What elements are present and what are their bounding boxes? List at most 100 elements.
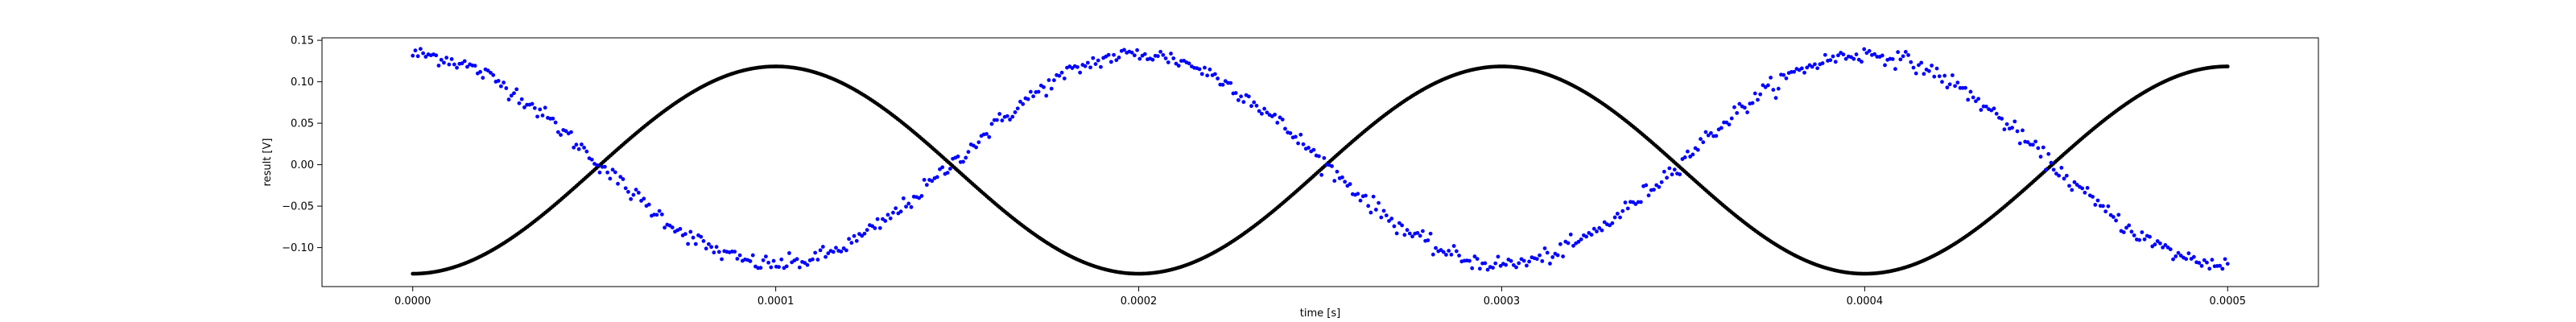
data-point [1316, 154, 1321, 159]
data-point [553, 120, 558, 125]
data-point [621, 177, 625, 181]
data-point [2148, 234, 2152, 239]
data-point [1862, 47, 1867, 52]
data-point [974, 145, 979, 150]
data-point [2174, 254, 2178, 258]
data-point [766, 260, 771, 265]
data-point [1418, 233, 1422, 238]
data-point [2137, 237, 2142, 242]
data-point [1540, 258, 1545, 263]
data-point [582, 146, 586, 150]
data-point [1260, 111, 1264, 116]
data-point [1898, 57, 1903, 62]
data-point [862, 231, 867, 236]
data-point [686, 242, 691, 246]
data-point [1657, 184, 1662, 189]
data-point [2163, 243, 2168, 247]
data-point [2197, 261, 2202, 265]
data-point [1841, 52, 1846, 57]
data-point [1311, 147, 1316, 152]
data-point [1042, 85, 1046, 89]
data-point [1727, 122, 1732, 127]
data-point [2121, 230, 2126, 234]
data-point [1075, 64, 1080, 69]
data-point [763, 254, 768, 259]
data-point [2010, 126, 2014, 130]
data-point [1434, 246, 1438, 250]
data-point [873, 226, 877, 230]
data-point [564, 129, 568, 134]
data-point [1568, 232, 1573, 237]
data-point [2025, 140, 2030, 144]
data-point [997, 112, 1002, 116]
data-point [1555, 253, 1560, 258]
data-point [2191, 254, 2196, 259]
data-point [2057, 173, 2062, 178]
data-point [966, 150, 971, 155]
data-point [1298, 132, 1303, 137]
data-point [1805, 65, 1810, 70]
data-point [834, 246, 838, 250]
data-point [634, 188, 638, 192]
data-point [629, 196, 634, 201]
data-point [1108, 60, 1113, 64]
data-point [1893, 67, 1897, 72]
data-point [1348, 182, 1352, 187]
data-point [2046, 151, 2051, 156]
data-point [1678, 172, 1682, 177]
data-point [1099, 64, 1103, 69]
data-point [748, 259, 753, 263]
data-point [1566, 241, 1571, 246]
data-point [498, 84, 503, 89]
data-point [551, 116, 555, 121]
data-point [2220, 266, 2225, 271]
data-point [439, 57, 444, 62]
data-point [1776, 86, 1781, 91]
data-point [1750, 101, 1755, 105]
data-point [1026, 97, 1030, 101]
data-point [894, 206, 898, 211]
data-point [1402, 233, 1407, 237]
y-tick-label: 0.05 [291, 118, 314, 130]
data-point [1307, 146, 1311, 150]
data-point [2074, 183, 2079, 187]
data-point [2095, 198, 2100, 203]
data-point [1114, 58, 1119, 63]
data-point [1356, 192, 1360, 196]
data-point [572, 145, 576, 150]
data-point [795, 257, 799, 262]
data-point [2210, 258, 2215, 262]
data-point [1319, 172, 1324, 177]
data-point [815, 258, 820, 262]
y-tick-label: 0.10 [291, 76, 314, 89]
data-point [1430, 252, 1435, 257]
data-point [1854, 52, 1859, 56]
data-point [2013, 119, 2017, 124]
data-point [530, 101, 535, 106]
data-point [1534, 257, 1539, 262]
data-point [1426, 238, 1430, 242]
data-point [1514, 265, 1518, 270]
data-point [844, 248, 848, 253]
data-point [2015, 129, 2020, 134]
data-point [1701, 140, 1706, 145]
data-point [995, 118, 999, 122]
data-point [758, 266, 763, 270]
data-point [1968, 89, 1973, 94]
data-point [2067, 184, 2071, 188]
data-point [1332, 179, 1337, 184]
data-point [883, 219, 888, 223]
data-point [1538, 253, 1542, 258]
data-point [714, 245, 719, 250]
data-point [2002, 127, 2007, 132]
data-point [1358, 198, 1363, 203]
data-point [595, 163, 600, 167]
data-point [1872, 52, 1877, 56]
data-point [1093, 62, 1098, 66]
data-point [1979, 108, 1984, 112]
data-point [1672, 167, 1677, 172]
data-point [805, 262, 810, 267]
data-point [1166, 60, 1170, 64]
data-point [460, 61, 464, 66]
data-point [434, 53, 439, 58]
